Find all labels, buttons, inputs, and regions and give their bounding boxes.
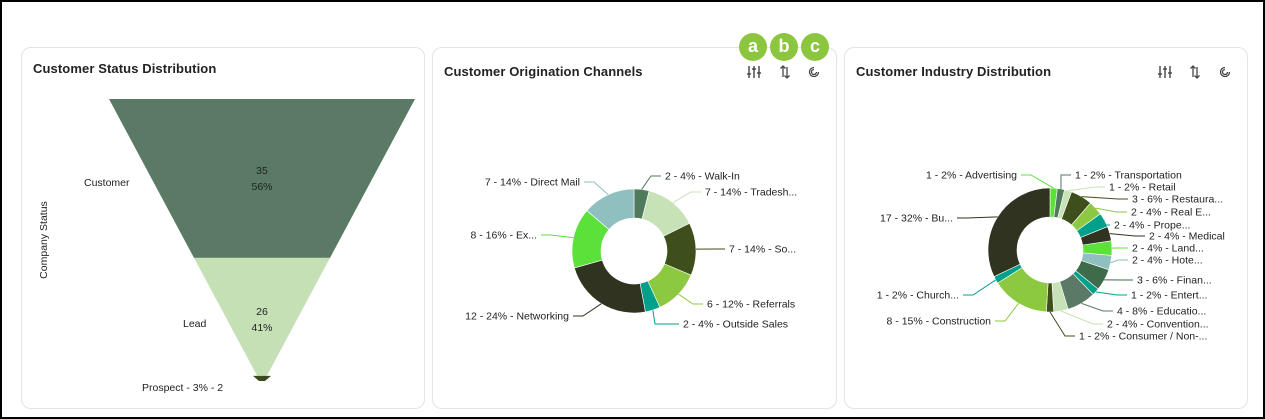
- slice-label: 3 - 6% - Restaura...: [1132, 194, 1223, 206]
- slice-label: 2 - 4% - Land...: [1132, 243, 1204, 255]
- donut-slice: [573, 259, 646, 314]
- leader-line: [584, 181, 609, 196]
- leader-line: [541, 234, 574, 239]
- leader-line: [1068, 186, 1105, 192]
- callout-badge-b: b: [770, 33, 798, 61]
- leader-line: [641, 175, 661, 190]
- funnel-segment-customer: [109, 99, 415, 258]
- slice-label: 2 - 4% - Outside Sales: [683, 319, 788, 331]
- funnel-percent-label: 56%: [251, 181, 272, 193]
- slice-label: 2 - 4% - Medical: [1149, 231, 1225, 243]
- slice-label: 1 - 2% - Church...: [877, 290, 959, 302]
- leader-line: [1095, 207, 1127, 213]
- leader-line: [1081, 196, 1128, 200]
- slice-label: 17 - 32% - Bu...: [880, 213, 953, 225]
- refresh-icon[interactable]: [806, 64, 822, 80]
- funnel-chart: Customer 35 56% Lead 26 41% Prospect - 3% - 2 C…: [38, 99, 415, 394]
- sliders-icon[interactable]: [746, 64, 762, 80]
- leader-line: [678, 293, 703, 305]
- leader-line: [1081, 302, 1113, 312]
- customer-status-card: Customer Status Distribution Customer 35 5…: [21, 47, 425, 409]
- donut-slice: [987, 187, 1051, 278]
- slice-label: 2 - 4% - Prope...: [1114, 220, 1190, 232]
- y-axis-label: Company Status: [38, 201, 50, 279]
- leader-line: [1109, 233, 1145, 237]
- slice-label: 12 - 24% - Networking: [465, 311, 569, 323]
- slice-label: 8 - 16% - Ex...: [470, 230, 537, 242]
- slice-label: 4 - 8% - Educatio...: [1117, 306, 1206, 318]
- industry-donut-chart: 1 - 2% - Advertising 1 - 2% - Transportat…: [877, 170, 1225, 343]
- customer-origination-card: Customer Origination Channels 2 - 4% - W…: [432, 47, 837, 409]
- slice-label: 2 - 4% - Hote...: [1132, 255, 1203, 267]
- funnel-category-label: Customer: [84, 177, 130, 189]
- sliders-icon[interactable]: [1157, 64, 1173, 80]
- card-title: Customer Industry Distribution: [856, 64, 1052, 79]
- slice-label: 2 - 4% - Real E...: [1131, 207, 1211, 219]
- slice-label: 1 - 2% - Advertising: [926, 170, 1017, 182]
- leader-line: [1049, 311, 1075, 337]
- customer-industry-card: Customer Industry Distribution 1 - 2% - …: [844, 47, 1248, 409]
- slice-label: 3 - 6% - Finan...: [1137, 275, 1212, 287]
- funnel-category-label: Lead: [183, 318, 207, 330]
- callout-badge-a: a: [739, 33, 767, 61]
- slice-label: 7 - 14% - So...: [729, 244, 796, 256]
- refresh-icon[interactable]: [1217, 64, 1233, 80]
- slice-label: 6 - 12% - Referrals: [707, 299, 795, 311]
- slice-label: 2 - 4% - Walk-In: [665, 171, 740, 183]
- origination-donut-chart: 2 - 4% - Walk-In 7 - 14% - Tradesh... 7 - …: [465, 171, 797, 331]
- slice-label: 7 - 14% - Tradesh...: [705, 187, 797, 199]
- funnel-value-label: 35: [256, 165, 268, 177]
- leader-line: [1095, 291, 1127, 296]
- card-title: Customer Status Distribution: [33, 61, 217, 76]
- slice-label: 7 - 14% - Direct Mail: [485, 177, 580, 189]
- slice-label: 1 - 2% - Retail: [1109, 182, 1176, 194]
- funnel-value-label: 26: [256, 306, 268, 318]
- funnel-segment-lead: [194, 257, 330, 376]
- leader-line: [573, 303, 602, 317]
- sort-icon[interactable]: [777, 64, 793, 80]
- slice-label: 1 - 2% - Transportation: [1075, 170, 1182, 182]
- slice-label: 8 - 15% - Construction: [887, 316, 992, 328]
- leader-line: [1098, 219, 1110, 226]
- slice-label: 1 - 2% - Consumer / Non-...: [1079, 331, 1207, 343]
- funnel-segment-prospect: [253, 375, 271, 381]
- slice-label: 1 - 2% - Entert...: [1131, 290, 1207, 302]
- funnel-percent-label: 41%: [251, 322, 272, 334]
- donut-slice: [586, 188, 635, 230]
- callout-badge-c: c: [801, 33, 829, 61]
- leader-line: [1060, 174, 1071, 189]
- leader-line: [672, 191, 701, 204]
- leader-line: [963, 279, 996, 296]
- slice-label: 2 - 4% - Convention...: [1107, 319, 1209, 331]
- sort-icon[interactable]: [1187, 64, 1203, 80]
- leader-line: [1110, 259, 1128, 264]
- leader-line: [1060, 310, 1103, 325]
- leader-line: [995, 303, 1019, 322]
- leader-line: [957, 216, 998, 219]
- leader-line: [652, 310, 679, 325]
- leader-line: [1021, 174, 1054, 189]
- funnel-prospect-label: Prospect - 3% - 2: [142, 382, 223, 394]
- card-title: Customer Origination Channels: [444, 64, 643, 79]
